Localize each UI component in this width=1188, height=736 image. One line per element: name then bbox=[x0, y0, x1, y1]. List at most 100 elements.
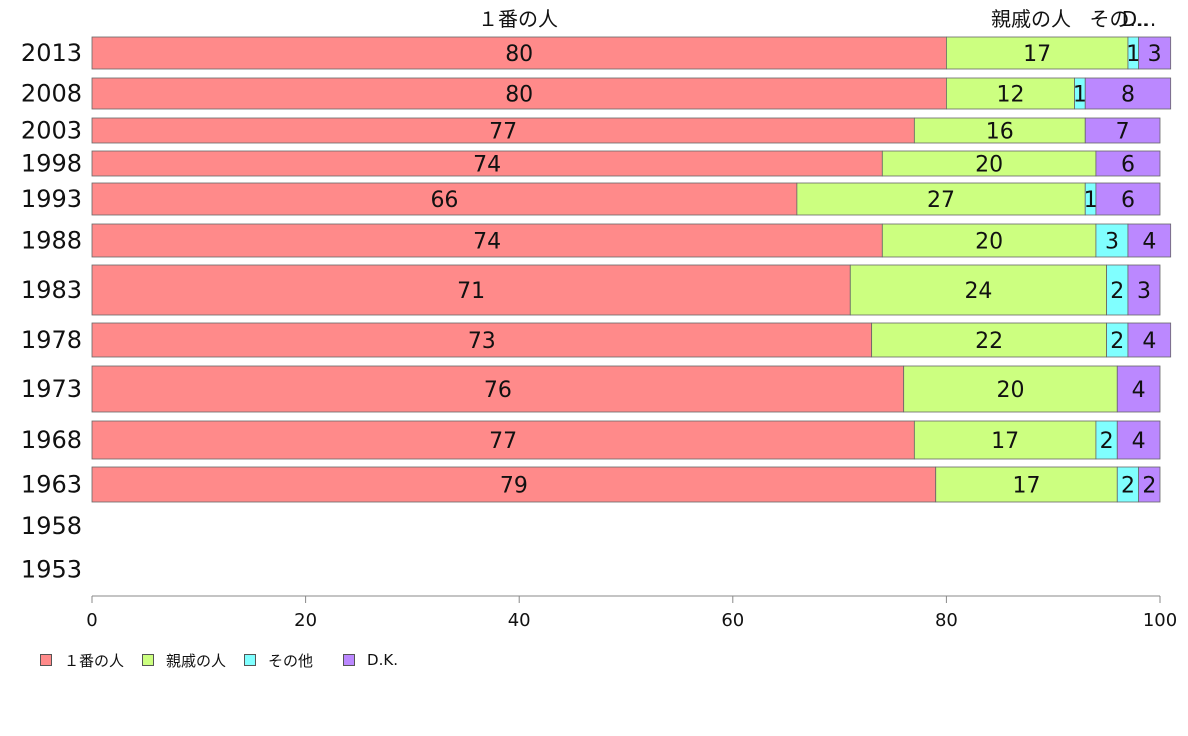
bar-2008-series-2 bbox=[946, 77, 1075, 110]
top-label-2: 親戚の人 bbox=[991, 7, 1071, 31]
data-label-1983-series-1: 71 bbox=[457, 279, 485, 304]
bar-1963-series-2 bbox=[935, 466, 1118, 503]
bar-1988-series-3 bbox=[1095, 223, 1129, 258]
bar-1978-series-2 bbox=[871, 322, 1108, 358]
data-label-1973-series-4: 4 bbox=[1132, 378, 1146, 403]
data-label-2003-series-2: 16 bbox=[986, 120, 1014, 145]
data-label-1978-series-4: 4 bbox=[1142, 329, 1156, 354]
bar-2003-series-1 bbox=[91, 117, 915, 144]
legend: １番の人 親戚の人 その他 D.K. bbox=[40, 650, 416, 670]
data-label-1968-series-1: 77 bbox=[489, 429, 517, 454]
data-label-1988-series-3: 3 bbox=[1105, 230, 1119, 255]
category-label-1953: 1953 bbox=[21, 556, 82, 584]
data-label-2008-series-2: 12 bbox=[996, 83, 1024, 108]
data-label-1998-series-2: 20 bbox=[975, 153, 1003, 178]
data-label-1993-series-3: 1 bbox=[1084, 188, 1098, 213]
data-label-1963-series-3: 2 bbox=[1121, 474, 1135, 499]
data-label-1978-series-1: 73 bbox=[468, 329, 496, 354]
top-labels: １番の人 親戚の人 その...D... bbox=[478, 7, 1156, 31]
data-label-2013-series-4: 3 bbox=[1148, 42, 1162, 67]
bar-1973-series-2 bbox=[903, 365, 1118, 413]
legend-swatch-series-4 bbox=[343, 654, 356, 666]
bar-2013-series-4 bbox=[1138, 36, 1172, 70]
bar-1993-series-2 bbox=[796, 182, 1086, 216]
data-label-1978-series-2: 22 bbox=[975, 329, 1003, 354]
category-label-1958: 1958 bbox=[21, 512, 82, 540]
bar-1998-series-2 bbox=[881, 150, 1097, 177]
bar-1973-series-4 bbox=[1116, 365, 1161, 413]
data-label-1963-series-1: 79 bbox=[500, 474, 528, 499]
data-label-1993-series-2: 27 bbox=[927, 188, 955, 213]
bar-2003-series-4 bbox=[1084, 117, 1161, 144]
bar-1968-series-1 bbox=[91, 420, 915, 460]
x-tick-label-80: 80 bbox=[935, 610, 958, 631]
bar-2008-series-1 bbox=[91, 77, 947, 110]
legend-label-series-3: その他 bbox=[268, 651, 314, 670]
bar-2003-series-2 bbox=[913, 117, 1086, 144]
data-label-1988-series-1: 74 bbox=[473, 230, 501, 255]
data-label-1978-series-3: 2 bbox=[1110, 329, 1124, 354]
x-tick-label-40: 40 bbox=[508, 610, 531, 631]
top-label-3: その... bbox=[1089, 7, 1148, 31]
data-label-1998-series-1: 74 bbox=[473, 153, 501, 178]
category-label-2013: 2013 bbox=[21, 39, 82, 67]
top-label-4: D... bbox=[1122, 7, 1156, 31]
x-tick-label-100: 100 bbox=[1143, 610, 1177, 631]
bar-1998-series-1 bbox=[91, 150, 883, 177]
legend-swatch-series-1 bbox=[40, 654, 52, 666]
category-label-1973: 1973 bbox=[21, 375, 82, 403]
bar-1983-series-2 bbox=[849, 264, 1108, 316]
data-label-1968-series-4: 4 bbox=[1132, 429, 1146, 454]
bar-1978-series-4 bbox=[1127, 322, 1172, 358]
data-label-2013-series-3: 1 bbox=[1126, 42, 1140, 67]
data-label-2013-series-1: 80 bbox=[505, 42, 533, 67]
data-label-1993-series-4: 6 bbox=[1121, 188, 1135, 213]
category-label-1998: 1998 bbox=[21, 150, 82, 178]
category-label-1988: 1988 bbox=[21, 227, 82, 255]
bar-1988-series-2 bbox=[881, 223, 1097, 258]
bar-1963-series-1 bbox=[91, 466, 937, 503]
data-label-1973-series-1: 76 bbox=[484, 378, 512, 403]
data-label-1988-series-4: 4 bbox=[1142, 230, 1156, 255]
bar-2013-series-1 bbox=[91, 36, 947, 70]
legend-swatch-series-2 bbox=[142, 654, 155, 666]
data-label-2008-series-1: 80 bbox=[505, 83, 533, 108]
data-label-1963-series-4: 2 bbox=[1142, 474, 1156, 499]
bar-2013-series-2 bbox=[946, 36, 1129, 70]
data-label-1988-series-2: 20 bbox=[975, 230, 1003, 255]
data-label-2008-series-3: 1 bbox=[1073, 83, 1087, 108]
data-label-1963-series-2: 17 bbox=[1013, 474, 1041, 499]
data-label-1973-series-2: 20 bbox=[996, 378, 1024, 403]
bar-1993-series-4 bbox=[1095, 182, 1161, 216]
bar-1973-series-1 bbox=[91, 365, 905, 413]
legend-item-series-1: １番の人 bbox=[40, 650, 124, 671]
bar-1988-series-1 bbox=[91, 223, 883, 258]
data-label-2003-series-1: 77 bbox=[489, 120, 517, 145]
legend-item-series-2: 親戚の人 bbox=[142, 650, 226, 671]
data-label-2003-series-4: 7 bbox=[1116, 120, 1130, 145]
x-tick-label-0: 0 bbox=[86, 610, 97, 631]
legend-swatch-series-3 bbox=[244, 654, 257, 666]
bar-1983-series-1 bbox=[91, 264, 851, 316]
data-label-2013-series-2: 17 bbox=[1023, 42, 1051, 67]
bar-1998-series-4 bbox=[1095, 150, 1161, 177]
bar-1983-series-4 bbox=[1127, 264, 1161, 316]
data-label-1983-series-4: 3 bbox=[1137, 279, 1151, 304]
legend-item-series-3: その他 bbox=[244, 650, 313, 671]
bar-1968-series-4 bbox=[1116, 420, 1161, 460]
bar-1993-series-1 bbox=[91, 182, 798, 216]
legend-label-series-4: D.K. bbox=[367, 651, 398, 669]
legend-label-series-1: １番の人 bbox=[64, 651, 125, 670]
category-label-1993: 1993 bbox=[21, 185, 82, 213]
data-label-1968-series-3: 2 bbox=[1100, 429, 1114, 454]
top-label-1: １番の人 bbox=[478, 7, 558, 31]
category-label-1983: 1983 bbox=[21, 276, 82, 304]
category-label-1978: 1978 bbox=[21, 326, 82, 354]
legend-label-series-2: 親戚の人 bbox=[166, 651, 227, 670]
category-label-1968: 1968 bbox=[21, 426, 82, 454]
data-label-1993-series-1: 66 bbox=[430, 188, 458, 213]
x-tick-label-20: 20 bbox=[294, 610, 317, 631]
bar-1988-series-4 bbox=[1127, 223, 1172, 258]
